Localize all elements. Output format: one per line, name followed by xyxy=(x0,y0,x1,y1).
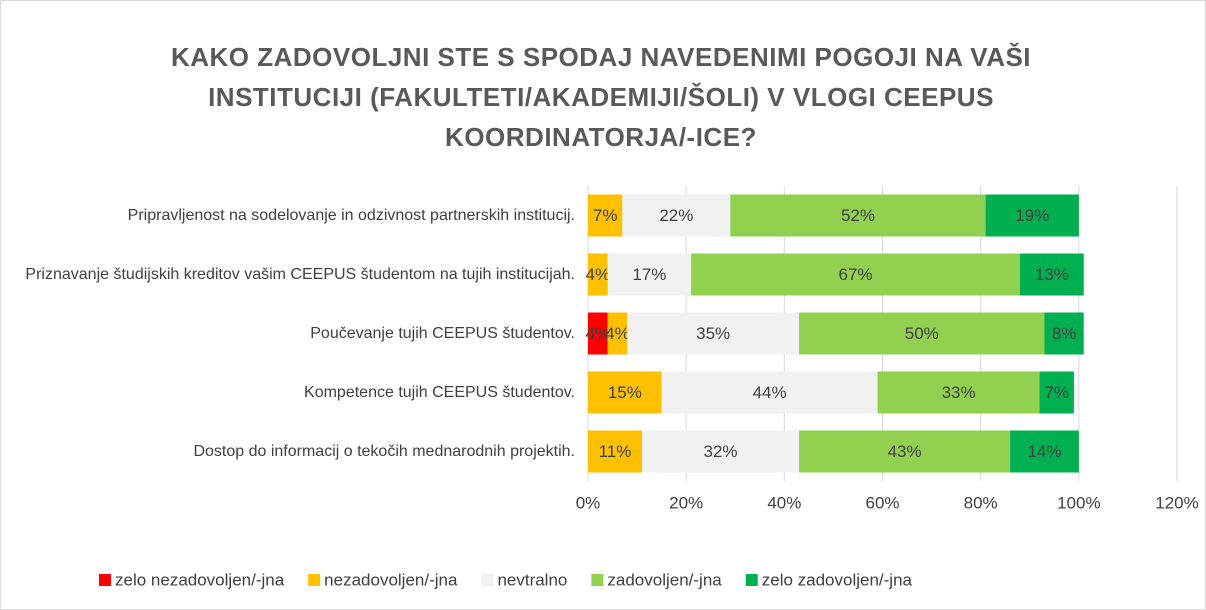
legend-label: nevtralno xyxy=(497,570,567,589)
data-label: 52% xyxy=(841,206,875,225)
bar-segment xyxy=(641,430,800,473)
legend-swatch xyxy=(308,574,321,586)
legend-swatch xyxy=(745,574,758,586)
legend-swatch xyxy=(481,574,494,586)
bar-segment xyxy=(1010,430,1079,473)
x-tick-label: 60% xyxy=(865,493,899,512)
data-label: 43% xyxy=(888,442,922,461)
legend-label: zelo zadovoljen/-jna xyxy=(762,570,913,589)
bar-segment xyxy=(607,312,628,355)
data-label: 4% xyxy=(586,265,611,284)
data-label: 32% xyxy=(704,442,738,461)
data-label: 44% xyxy=(753,383,787,402)
y-tick-label: Dostop do informacij o tekočih mednarodn… xyxy=(193,442,575,460)
legend-swatch xyxy=(591,574,604,586)
bar-segment xyxy=(691,253,1020,296)
x-tick-label: 20% xyxy=(669,493,703,512)
data-label: 17% xyxy=(632,265,666,284)
legend-swatch xyxy=(99,574,111,586)
bar-segment xyxy=(877,371,1040,414)
legend-label: nezadovoljen/-jna xyxy=(324,570,458,589)
bar-segment xyxy=(607,253,692,296)
data-label: 22% xyxy=(659,206,693,225)
y-tick-label: Pripravljenost na sodelovanje in odzivno… xyxy=(127,206,575,224)
y-tick-label: Kompetence tujih CEEPUS študentov. xyxy=(304,383,575,401)
legend-label: zadovoljen/-jna xyxy=(607,570,722,589)
bar-segment xyxy=(588,430,642,473)
x-tick-label: 0% xyxy=(576,493,601,512)
bar-segment xyxy=(588,253,608,296)
data-label: 11% xyxy=(599,442,632,461)
data-label: 13% xyxy=(1035,265,1069,284)
bar-segment xyxy=(730,194,986,237)
data-label: 7% xyxy=(1044,383,1069,402)
data-label: 67% xyxy=(838,265,872,284)
bar-segment xyxy=(588,312,608,355)
bar-segment xyxy=(799,430,1011,473)
bar-segment xyxy=(627,312,800,355)
bar-segment xyxy=(1044,312,1084,355)
data-label: 35% xyxy=(696,324,730,343)
data-label: 33% xyxy=(942,383,976,402)
data-label: 19% xyxy=(1015,206,1049,225)
bar-segment xyxy=(1019,253,1084,296)
data-label: 8% xyxy=(1052,324,1077,343)
data-label: 4% xyxy=(605,324,630,343)
bar-segment xyxy=(799,312,1045,355)
x-tick-label: 120% xyxy=(1155,493,1198,512)
chart-title: KAKO ZADOVOLJNI STE S SPODAJ NAVEDENIMI … xyxy=(170,42,1032,152)
bar-segment xyxy=(1039,371,1074,414)
x-tick-label: 100% xyxy=(1057,493,1100,512)
bar-segment xyxy=(622,194,731,237)
bar-segment xyxy=(985,194,1079,237)
bar-segment xyxy=(588,194,623,237)
legend-label: zelo nezadovoljen/-jna xyxy=(115,570,285,589)
data-label: 15% xyxy=(608,383,642,402)
bar-segment xyxy=(588,371,662,414)
data-label: 4% xyxy=(586,324,611,343)
data-label: 14% xyxy=(1027,442,1061,461)
x-tick-label: 80% xyxy=(964,493,998,512)
y-tick-label: Poučevanje tujih CEEPUS študentov. xyxy=(310,324,575,342)
x-tick-label: 40% xyxy=(767,493,801,512)
data-label: 50% xyxy=(905,324,939,343)
data-label: 7% xyxy=(593,206,618,225)
bar-segment xyxy=(661,371,878,414)
y-tick-label: Priznavanje študijskih kreditov vašim CE… xyxy=(25,265,575,283)
